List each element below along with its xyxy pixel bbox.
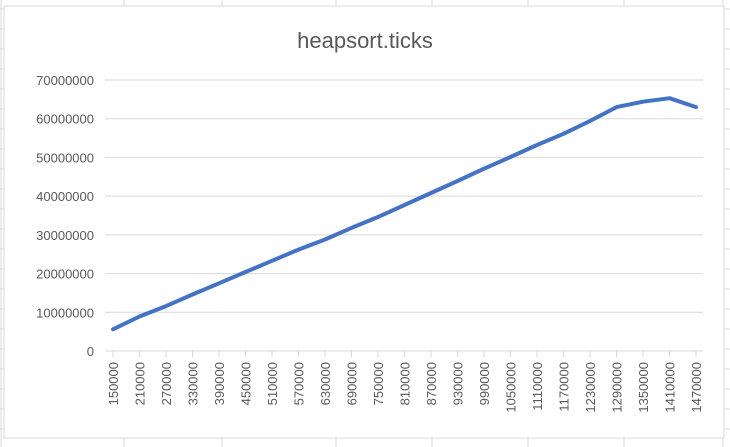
x-tick-label: 390000 xyxy=(212,362,227,405)
y-tick-label: 20000000 xyxy=(36,267,94,282)
x-tick-label: 1050000 xyxy=(504,362,519,413)
x-tick-label: 1470000 xyxy=(689,362,704,413)
x-tick-label: 270000 xyxy=(159,362,174,405)
x-axis xyxy=(105,350,703,357)
x-tick-label: 930000 xyxy=(451,362,466,405)
x-tick-label: 690000 xyxy=(345,362,360,405)
y-tick-label: 40000000 xyxy=(36,189,94,204)
x-tick-label: 510000 xyxy=(265,362,280,405)
x-tick-label: 990000 xyxy=(477,362,492,405)
y-gridlines xyxy=(105,79,703,313)
x-tick-label: 1110000 xyxy=(530,362,545,411)
y-tick-label: 30000000 xyxy=(36,228,94,243)
x-tick-label: 630000 xyxy=(318,362,333,405)
y-tick-label: 70000000 xyxy=(36,73,94,88)
x-tick-label: 570000 xyxy=(292,362,307,405)
x-tick-label: 870000 xyxy=(424,362,439,405)
chart-title: heapsort.ticks xyxy=(297,28,433,53)
x-tick-label: 810000 xyxy=(398,362,413,405)
x-tick-label: 750000 xyxy=(371,362,386,405)
x-axis-labels: 150000 210000 270000 330000 390000 450000 5100… xyxy=(106,362,704,413)
x-tick-label: 210000 xyxy=(133,362,148,405)
y-axis-labels: 0 10000000 20000000 30000000 40000000 5000000… xyxy=(36,73,94,359)
x-tick-label: 330000 xyxy=(186,362,201,405)
series-line xyxy=(111,96,698,332)
y-tick-label: 0 xyxy=(87,344,94,359)
y-tick-label: 10000000 xyxy=(36,305,94,320)
y-tick-label: 60000000 xyxy=(36,112,94,127)
x-tick-label: 1290000 xyxy=(610,362,625,413)
x-tick-label: 1350000 xyxy=(636,362,651,413)
x-tick-label: 1170000 xyxy=(557,362,572,412)
y-tick-label: 50000000 xyxy=(36,150,94,165)
x-tick-label: 1410000 xyxy=(663,362,678,413)
x-tick-label: 450000 xyxy=(239,362,254,405)
x-tick-label: 150000 xyxy=(106,362,121,405)
x-tick-label: 1230000 xyxy=(583,362,598,413)
